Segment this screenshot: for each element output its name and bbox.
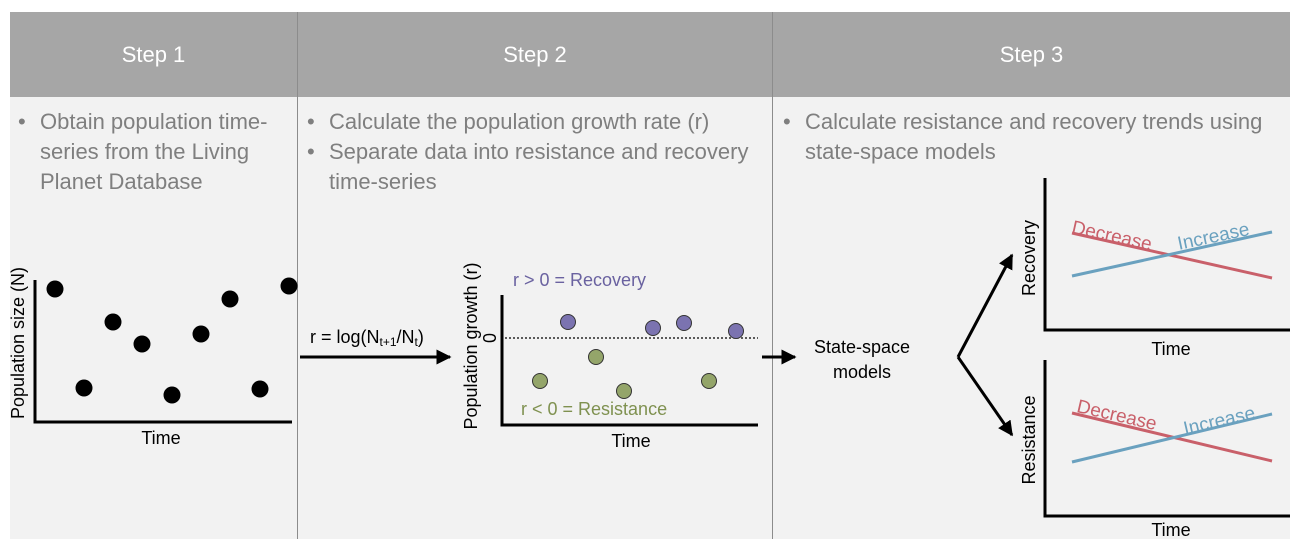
bullet: Obtain population time-series from the L… <box>18 107 278 197</box>
bullet-list: Calculate resistance and recovery trends… <box>783 107 1278 167</box>
zero-label: 0 <box>480 333 500 343</box>
step-panel <box>773 97 1290 539</box>
bullet: Calculate the population growth rate (r) <box>307 107 767 137</box>
x-label: Time <box>1151 520 1190 539</box>
decrease-label: Decrease <box>1075 396 1159 435</box>
x-label: Time <box>611 431 650 451</box>
formula-part: r = log(N <box>310 327 380 347</box>
population-points <box>46 277 298 404</box>
bullet: Calculate resistance and recovery trends… <box>783 107 1278 167</box>
formula-part: t <box>415 335 419 349</box>
y-label: Population growth (r) <box>461 262 481 429</box>
formula-part: ) <box>418 327 424 347</box>
resistance-points <box>532 349 717 399</box>
recovery-points <box>560 314 744 339</box>
recovery-label: r > 0 = Recovery <box>513 270 646 290</box>
step-header: Step 1 <box>10 12 298 97</box>
bullet-list: Obtain population time-series from the L… <box>18 107 278 197</box>
formula-part: /N <box>397 327 415 347</box>
increase-label: Increase <box>1176 219 1252 255</box>
trend-lines <box>1071 230 1273 464</box>
increase-label: Increase <box>1182 403 1258 440</box>
formula: r = log(Nt+1/Nt) <box>310 327 424 349</box>
y-label: Recovery <box>1019 220 1039 296</box>
model-label: models <box>833 362 891 382</box>
step-header: Step 3 <box>773 12 1290 97</box>
y-label: Population size (N) <box>8 267 28 419</box>
formula-part: t+1 <box>380 335 397 349</box>
resistance-label: r < 0 = Resistance <box>521 399 667 419</box>
bullet-list: Calculate the population growth rate (r)… <box>307 107 767 197</box>
x-label: Time <box>141 428 180 448</box>
model-label: State-space <box>814 337 910 357</box>
axes <box>33 178 1290 518</box>
x-label: Time <box>1151 339 1190 359</box>
y-label: Resistance <box>1019 395 1039 484</box>
step-header: Step 2 <box>298 12 773 97</box>
decrease-label: Decrease <box>1070 217 1154 255</box>
bullet: Separate data into resistance and recove… <box>307 137 767 197</box>
